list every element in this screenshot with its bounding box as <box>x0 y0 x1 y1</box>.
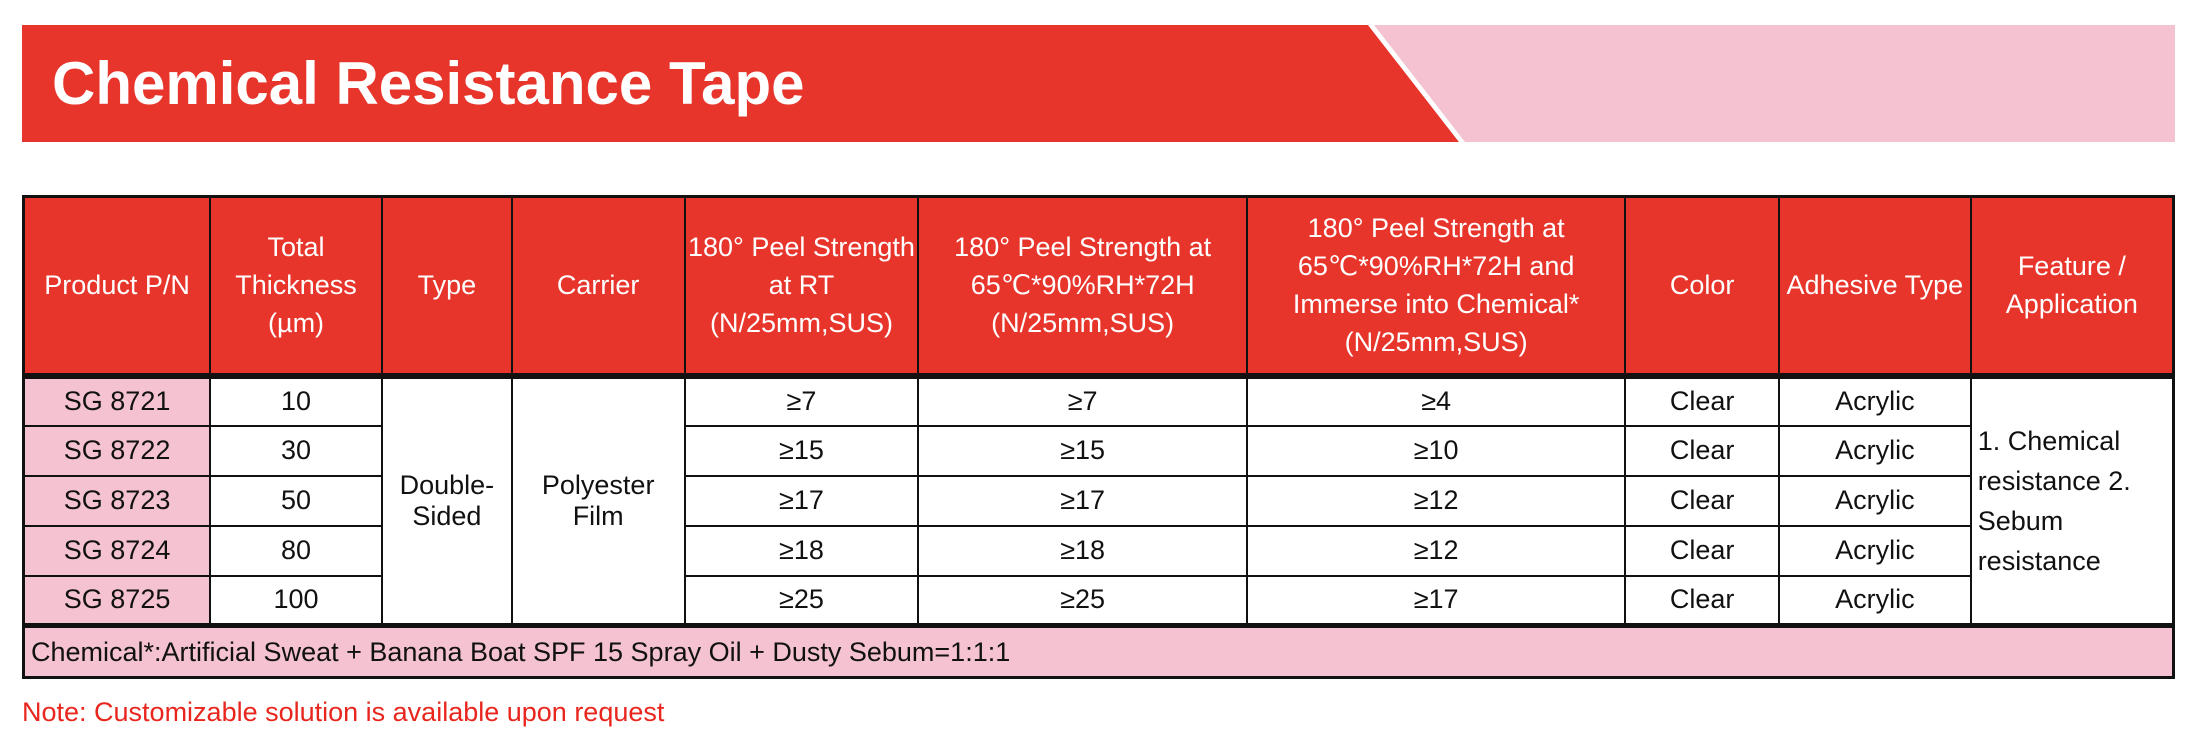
table-row: SG 8722 30 ≥15 ≥15 ≥10 Clear Acrylic <box>22 424 2174 477</box>
header-cell: 180° Peel Strength at 65℃*90%RH*72H and … <box>1245 195 1627 379</box>
header-cell: 180° Peel Strength at RT (N/25mm,SUS) <box>683 195 920 379</box>
peel-chem-cell: ≥17 <box>1245 574 1627 627</box>
product-pn-cell: SG 8723 <box>22 474 212 527</box>
header-cell: Carrier <box>510 195 686 379</box>
thickness-cell: 10 <box>209 374 383 427</box>
peel-65-cell: ≥18 <box>917 524 1248 577</box>
header-cell: 180° Peel Strength at 65℃*90%RH*72H (N/2… <box>917 195 1248 379</box>
title-banner <box>22 25 2175 142</box>
peel-65-cell: ≥15 <box>917 424 1248 477</box>
header-cell: Total Thickness (µm) <box>209 195 383 379</box>
color-cell: Clear <box>1624 374 1780 427</box>
peel-rt-cell: ≥17 <box>683 474 920 527</box>
peel-chem-cell: ≥10 <box>1245 424 1627 477</box>
color-cell: Clear <box>1624 524 1780 577</box>
adhesive-cell: Acrylic <box>1778 474 1972 527</box>
product-pn-cell: SG 8724 <box>22 524 212 577</box>
adhesive-cell: Acrylic <box>1778 424 1972 477</box>
peel-65-cell: ≥17 <box>917 474 1248 527</box>
color-cell: Clear <box>1624 574 1780 627</box>
thickness-cell: 30 <box>209 424 383 477</box>
product-pn-cell: SG 8721 <box>22 374 212 427</box>
adhesive-cell: Acrylic <box>1778 524 1972 577</box>
header-cell: Adhesive Type <box>1778 195 1972 379</box>
header-cell: Color <box>1624 195 1780 379</box>
peel-65-cell: ≥25 <box>917 574 1248 627</box>
color-cell: Clear <box>1624 474 1780 527</box>
thickness-cell: 50 <box>209 474 383 527</box>
header-cell: Type <box>380 195 513 379</box>
peel-chem-cell: ≥12 <box>1245 524 1627 577</box>
adhesive-cell: Acrylic <box>1778 374 1972 427</box>
note-text: Note: Customizable solution is available… <box>22 697 665 727</box>
header-row: Product P/N Total Thickness (µm) Type Ca… <box>22 195 2175 379</box>
product-pn-cell: SG 8725 <box>22 574 212 627</box>
product-pn-cell: SG 8722 <box>22 424 212 477</box>
type-cell: Double-Sided <box>380 374 513 627</box>
peel-chem-cell: ≥4 <box>1245 374 1627 427</box>
color-cell: Clear <box>1624 424 1780 477</box>
header-cell: Product P/N <box>22 195 212 379</box>
table-row: SG 8721 10 Double-Sided Polyester Film ≥7 ≥7 ≥… <box>22 374 2175 627</box>
feature-cell: 1. Chemical resistance 2. Sebum resistan… <box>1969 374 2175 627</box>
peel-rt-cell: ≥18 <box>683 524 920 577</box>
adhesive-cell: Acrylic <box>1778 574 1972 627</box>
peel-rt-cell: ≥7 <box>683 374 920 427</box>
peel-rt-cell: ≥15 <box>683 424 920 477</box>
thickness-cell: 100 <box>209 574 383 627</box>
banner-shape <box>22 25 2175 142</box>
table-row: SG 8725 100 ≥25 ≥25 ≥17 Clear Acrylic <box>22 574 2174 627</box>
thickness-cell: 80 <box>209 524 383 577</box>
peel-chem-cell: ≥12 <box>1245 474 1627 527</box>
carrier-cell: Polyester Film <box>510 374 686 627</box>
peel-rt-cell: ≥25 <box>683 574 920 627</box>
table-row: SG 8724 80 ≥18 ≥18 ≥12 Clear Acrylic <box>22 524 2174 577</box>
spec-table: Product P/N Total Thickness (µm) Type Ca… <box>22 195 2175 679</box>
page-title: Chemical Resistance Tape <box>52 50 805 117</box>
header-cell: Feature / Application <box>1969 195 2175 379</box>
footnote-row: Chemical*:Artificial Sweat + Banana Boat… <box>22 623 2175 679</box>
table-row: SG 8723 50 ≥17 ≥17 ≥12 Clear Acrylic <box>22 474 2174 527</box>
peel-65-cell: ≥7 <box>917 374 1248 427</box>
footnote-text: Chemical*:Artificial Sweat + Banana Boat… <box>22 623 2175 679</box>
